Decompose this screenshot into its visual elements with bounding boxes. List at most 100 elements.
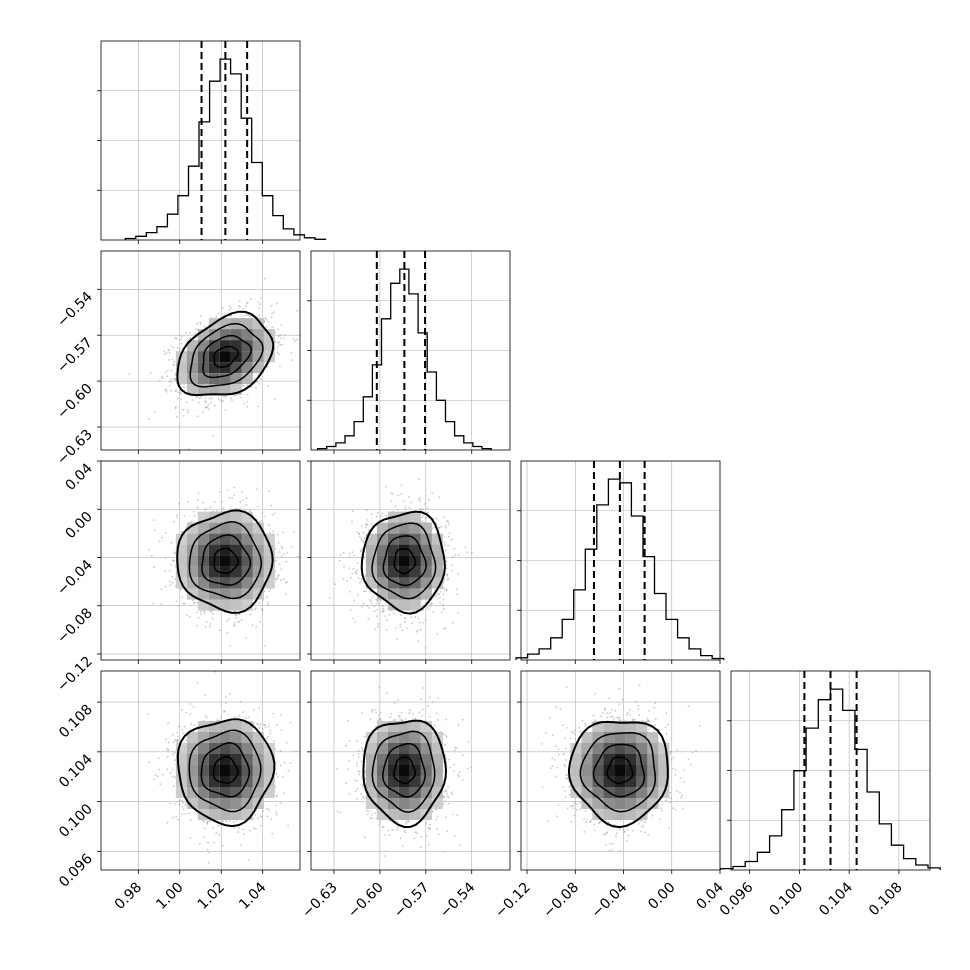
sample-point — [183, 514, 186, 517]
sample-point — [402, 500, 405, 502]
sample-point — [581, 719, 584, 722]
sample-point — [184, 812, 187, 815]
sample-point — [261, 608, 263, 611]
sample-point — [259, 824, 262, 827]
sample-point — [352, 617, 355, 620]
sample-point — [190, 723, 192, 725]
sample-point — [682, 807, 685, 810]
density-cell — [398, 743, 410, 754]
sample-point — [401, 629, 404, 632]
sample-point — [214, 671, 217, 673]
sample-point — [410, 616, 413, 618]
sample-point — [207, 403, 210, 406]
density-cell — [365, 577, 377, 589]
sample-point — [152, 602, 155, 605]
sample-point — [178, 800, 181, 802]
sample-point — [615, 835, 617, 838]
sample-point — [421, 714, 423, 717]
density-cell — [230, 384, 242, 396]
density-cell — [365, 765, 377, 776]
density-cell — [431, 566, 443, 578]
sample-point — [453, 763, 456, 766]
sample-point — [428, 827, 431, 830]
sample-point — [177, 735, 179, 738]
sample-point — [207, 841, 209, 844]
sample-point — [557, 753, 560, 756]
sample-point — [197, 401, 200, 404]
y-tick-label: −0.08 — [54, 605, 96, 647]
sample-point — [211, 397, 213, 399]
sample-point — [233, 486, 236, 489]
sample-point — [196, 624, 199, 627]
y-tick-label: 0.096 — [56, 851, 96, 891]
sample-point — [158, 757, 160, 760]
sample-point — [439, 601, 441, 604]
y-tick-label: 0.104 — [56, 751, 96, 791]
sample-point — [158, 379, 161, 382]
sample-point — [276, 724, 278, 726]
x-tick-label: 0.00 — [645, 880, 678, 913]
panel-content — [328, 478, 473, 649]
sample-point — [679, 777, 682, 779]
density-cell — [387, 754, 399, 765]
sample-point — [166, 375, 169, 378]
sample-point — [691, 751, 694, 754]
sample-point — [610, 849, 613, 851]
sample-point — [368, 607, 370, 609]
sample-point — [451, 621, 454, 624]
sample-point — [443, 800, 446, 803]
sample-point — [177, 818, 180, 821]
sample-point — [202, 411, 205, 413]
sample-point — [457, 554, 460, 557]
sample-point — [403, 830, 406, 833]
sample-point — [638, 714, 641, 716]
sample-point — [176, 740, 179, 743]
sample-point — [366, 519, 369, 521]
sample-point — [396, 826, 399, 829]
density-cell — [398, 511, 410, 523]
sample-point — [354, 571, 357, 573]
y-tick-label: 0.100 — [56, 801, 96, 841]
sample-point — [352, 754, 355, 757]
sample-point — [408, 820, 411, 823]
x-tick-label: 1.00 — [153, 880, 186, 913]
sample-point — [282, 531, 285, 534]
panel-content — [336, 686, 473, 857]
sample-point — [218, 833, 221, 836]
sample-point — [183, 725, 186, 728]
sample-point — [158, 768, 161, 771]
sample-point — [274, 570, 277, 572]
sample-point — [203, 612, 206, 614]
sample-point — [292, 531, 295, 534]
sample-point — [254, 814, 257, 816]
sample-point — [360, 793, 362, 795]
sample-point — [429, 823, 431, 826]
sample-point — [606, 716, 609, 719]
sample-point — [389, 716, 392, 718]
density-cell — [592, 776, 604, 787]
sample-point — [385, 850, 387, 852]
sample-point — [170, 378, 173, 381]
sample-point — [419, 496, 422, 499]
sample-point — [205, 406, 208, 409]
sample-point — [593, 823, 596, 826]
sample-point — [644, 821, 647, 823]
sample-point — [169, 802, 171, 805]
sample-point — [445, 588, 448, 591]
sample-point — [179, 393, 182, 395]
density-cell — [241, 373, 253, 385]
sample-point — [328, 596, 331, 599]
sample-point — [200, 395, 203, 398]
sample-point — [267, 384, 270, 387]
sample-point — [211, 826, 214, 829]
sample-point — [278, 551, 281, 553]
sample-point — [352, 567, 355, 570]
sample-point — [254, 608, 257, 611]
sample-point — [172, 520, 175, 523]
sample-point — [369, 817, 372, 819]
density-cell — [230, 544, 242, 556]
sample-point — [450, 538, 453, 541]
sample-point — [188, 331, 191, 334]
density-cell — [241, 754, 253, 765]
density-cell — [197, 373, 209, 385]
